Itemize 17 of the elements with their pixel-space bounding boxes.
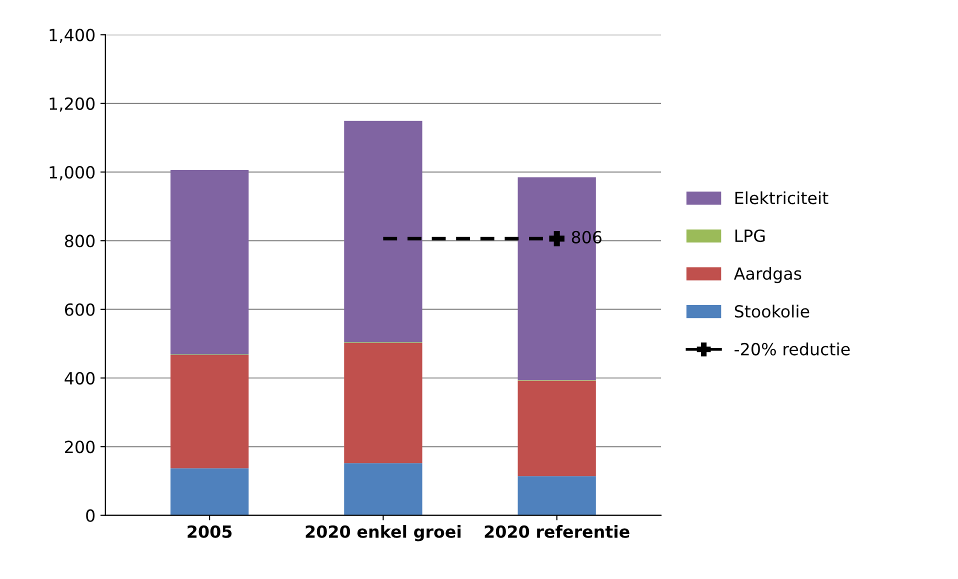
x-tick-label: 2005 [188, 525, 232, 538]
x-tick-label: 2020 referentie [484, 525, 630, 538]
y-tick-label: 1,000 [50, 166, 95, 180]
legend-label: -20% reductie [734, 342, 850, 356]
y-tick-label: 800 [64, 234, 95, 248]
y-tick-label: 600 [65, 303, 95, 316]
y-tick-label: 1,200 [50, 97, 95, 112]
y-tick-label: 400 [64, 372, 95, 385]
x-tick-label: 2020 enkel groei [306, 525, 461, 542]
data-label: 806 [572, 230, 602, 244]
legend-label: Aardgas [734, 266, 802, 284]
legend-label: Stookolie [734, 304, 810, 318]
legend-label: Elektriciteit [735, 191, 828, 204]
y-tick-label: 0 [86, 509, 95, 522]
legend-label: LPG [735, 229, 765, 242]
y-tick-label: 200 [65, 440, 95, 454]
y-tick-label: 1,400 [50, 28, 95, 44]
